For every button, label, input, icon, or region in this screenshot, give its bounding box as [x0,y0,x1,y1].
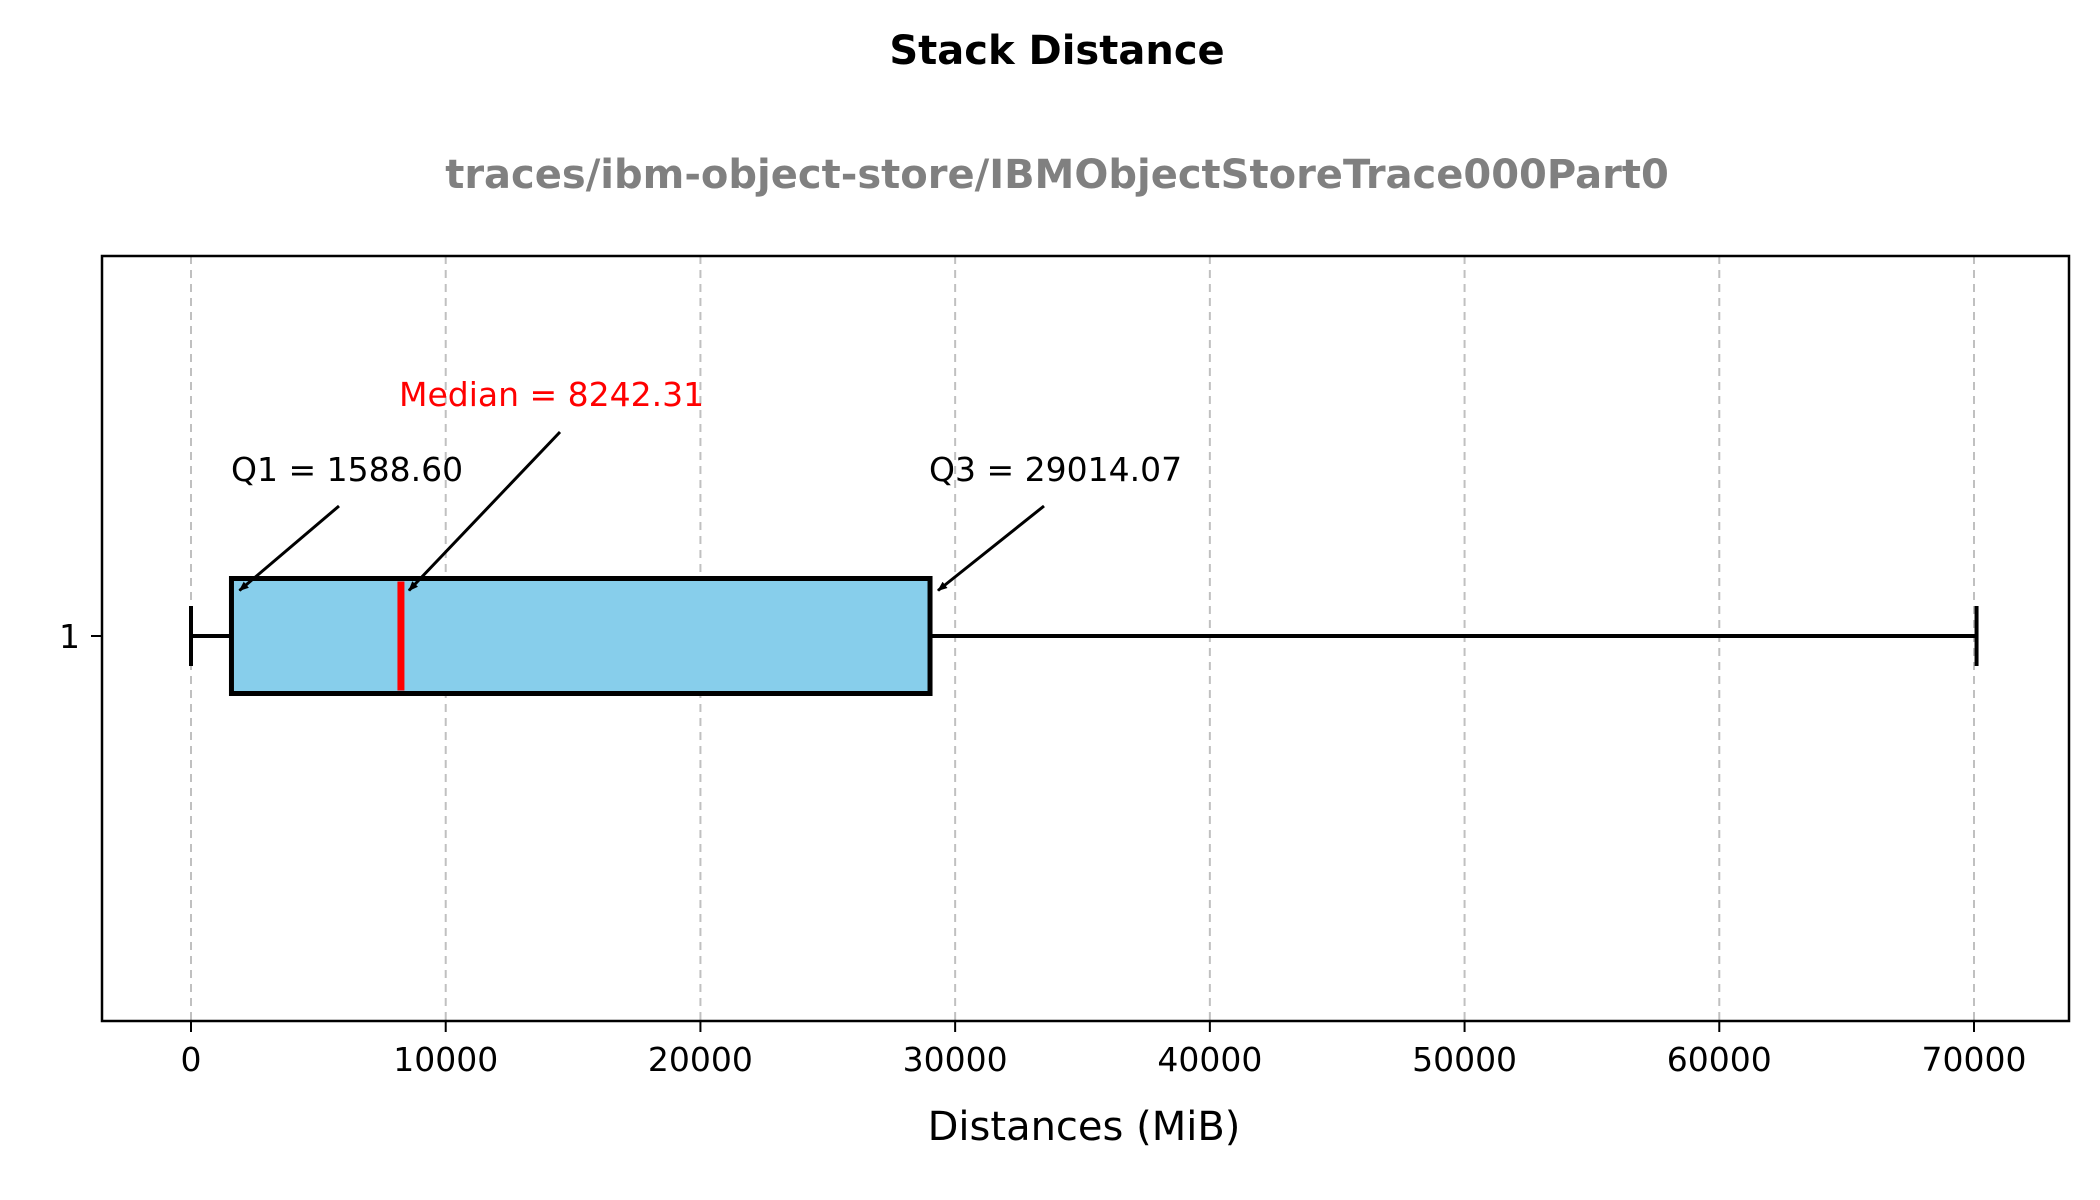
y-tick-label: 1 [59,617,80,656]
median-annotation: Median = 8242.31 [399,375,704,414]
q1-arrow [238,504,340,592]
chart-title: Stack Distance [889,28,1224,74]
annotations: Q1 = 1588.60 Median = 8242.31 Q3 = 29014… [231,375,1182,592]
q3-arrow [937,504,1045,592]
boxplot [189,576,1979,696]
y-axis: 1 [59,617,102,656]
x-tick-label: 60000 [1667,1040,1772,1079]
x-tick-label: 20000 [648,1040,753,1079]
x-axis: 0 10000 20000 30000 40000 50000 60000 70000 [181,1021,2027,1079]
q1-annotation: Q1 = 1588.60 [231,450,463,489]
iqr-box [228,576,933,696]
x-tick-label: 30000 [903,1040,1008,1079]
x-tick-label: 50000 [1412,1040,1517,1079]
x-tick-label: 10000 [393,1040,498,1079]
plot-area [100,254,2071,1023]
x-tick-label: 70000 [1922,1040,2027,1079]
x-tick-label: 40000 [1157,1040,1262,1079]
x-tick-label: 0 [181,1040,202,1079]
chart-subtitle: traces/ibm-object-store/IBMObjectStoreTr… [445,152,1669,198]
x-axis-label: Distances (MiB) [928,1104,1241,1150]
q3-annotation: Q3 = 29014.07 [929,450,1182,489]
median-arrow [407,430,562,592]
